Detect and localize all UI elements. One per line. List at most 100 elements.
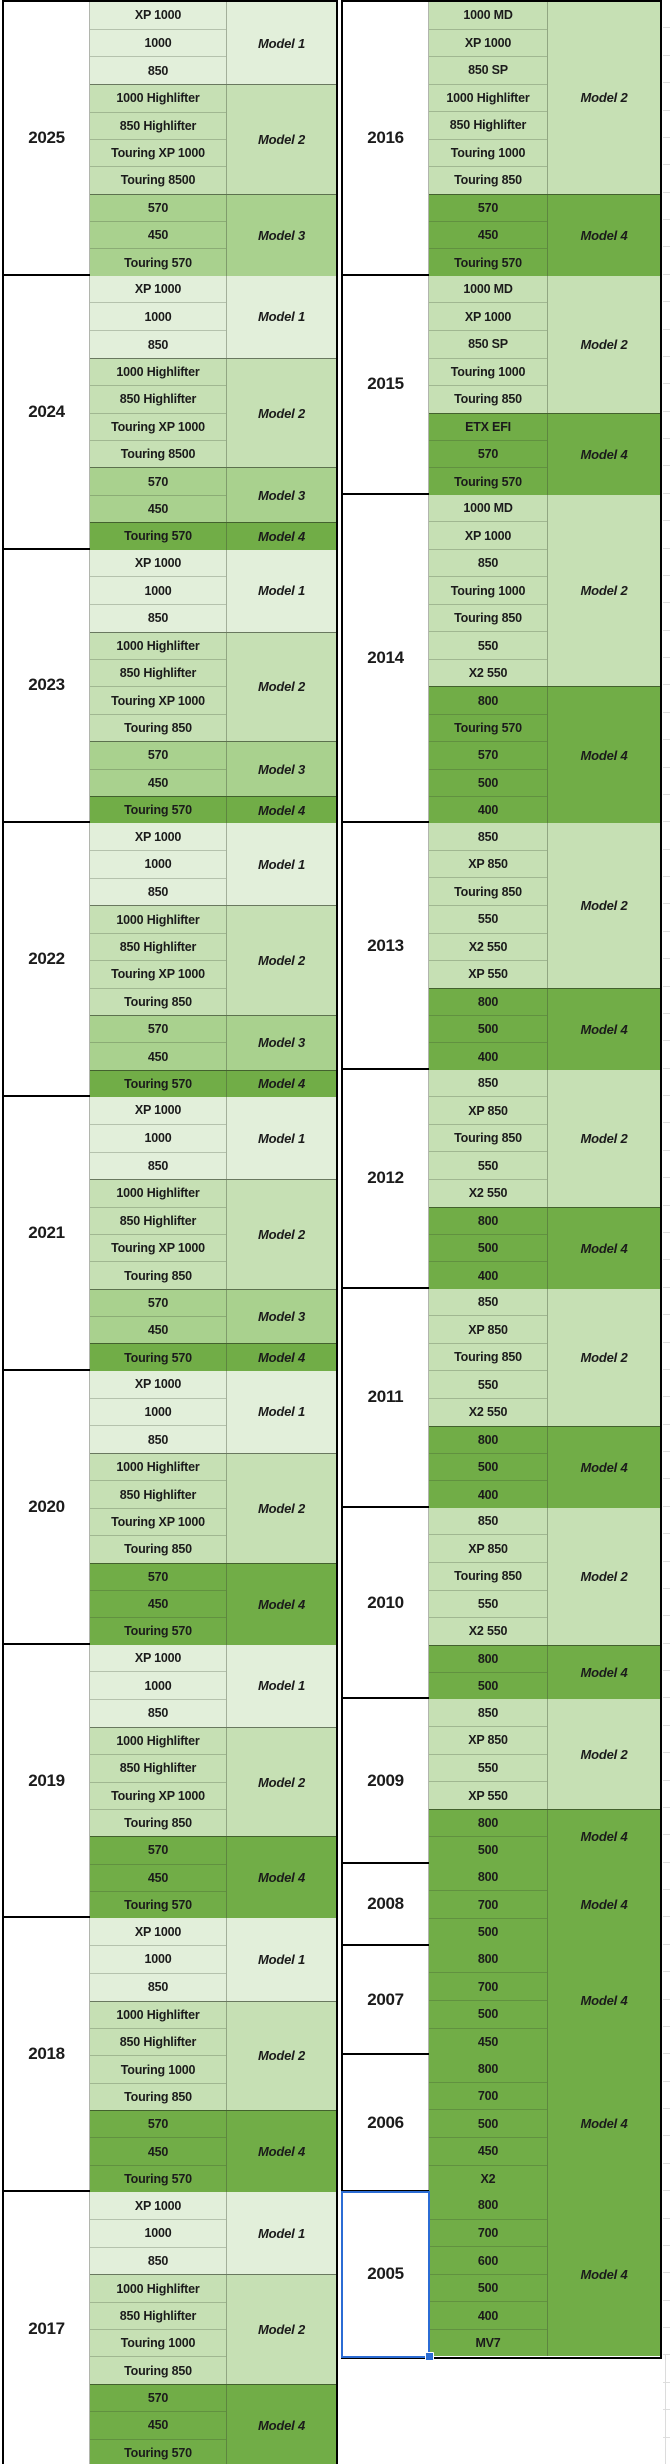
- model-cell[interactable]: Touring 850: [429, 1342, 547, 1371]
- model-cell[interactable]: 570: [429, 741, 547, 768]
- model-cell[interactable]: 570: [147, 474, 169, 489]
- model-label-cell[interactable]: Model 2: [580, 1130, 628, 1146]
- model-cell[interactable]: XP 1000: [134, 1651, 182, 1665]
- model-cell[interactable]: 570: [147, 1569, 169, 1584]
- model-label-cell[interactable]: Model 1: [258, 1952, 305, 1967]
- model-cell[interactable]: 500: [429, 1233, 547, 1261]
- model-label-cell[interactable]: Model 1: [258, 583, 305, 599]
- model-cell[interactable]: 850 Highlifter: [90, 385, 226, 412]
- model-label-cell[interactable]: Model 3: [258, 1309, 305, 1325]
- model-cell[interactable]: Touring 850: [429, 877, 547, 905]
- year-cell-2009[interactable]: 2009: [343, 1699, 429, 1862]
- model-label-cell[interactable]: Model 2: [258, 405, 305, 421]
- model-cell[interactable]: 550: [429, 904, 547, 933]
- model-label-cell[interactable]: Model 1: [258, 1130, 305, 1146]
- model-cell[interactable]: 800: [477, 2198, 499, 2213]
- model-cell[interactable]: 1000 MD: [463, 282, 513, 297]
- model-cell[interactable]: 700: [429, 1972, 547, 2000]
- model-cell[interactable]: 1000 MD: [463, 501, 513, 516]
- model-cell[interactable]: 850: [90, 1699, 226, 1727]
- model-cell[interactable]: 400: [429, 1042, 547, 1069]
- year-cell-2013[interactable]: 2013: [343, 823, 429, 1068]
- model-label-cell[interactable]: Model 1: [258, 856, 305, 872]
- model-cell[interactable]: 1000 Highlifter: [116, 1733, 200, 1748]
- model-cell[interactable]: 1000: [90, 1945, 226, 1973]
- year-cell-2023[interactable]: 2023: [4, 549, 90, 822]
- model-label-cell[interactable]: Model 2: [580, 336, 628, 352]
- model-cell[interactable]: 570: [147, 2391, 169, 2406]
- model-cell[interactable]: 850: [90, 330, 226, 358]
- model-cell[interactable]: 1000: [90, 850, 226, 878]
- model-cell[interactable]: XP 1000: [134, 8, 182, 23]
- model-cell[interactable]: 570: [147, 2117, 169, 2132]
- model-cell[interactable]: XP 550: [429, 1781, 547, 1809]
- model-cell[interactable]: XP 850: [429, 1534, 547, 1562]
- model-cell[interactable]: X2 550: [429, 932, 547, 961]
- model-cell[interactable]: 1000 Highlifter: [116, 638, 200, 653]
- model-cell[interactable]: ETX EFI: [465, 419, 511, 434]
- model-cell[interactable]: 1000: [90, 2218, 226, 2247]
- model-cell[interactable]: 600: [429, 2246, 547, 2274]
- model-cell[interactable]: 550: [429, 631, 547, 659]
- model-cell[interactable]: Touring 850: [429, 385, 547, 413]
- model-cell[interactable]: 850 Highlifter: [90, 1480, 226, 1507]
- model-cell[interactable]: 800: [477, 2061, 499, 2076]
- model-cell[interactable]: 450: [90, 2137, 226, 2164]
- model-cell[interactable]: Touring XP 1000: [90, 960, 226, 987]
- model-label-cell[interactable]: Model 2: [580, 90, 628, 106]
- model-cell[interactable]: 500: [429, 768, 547, 796]
- model-cell[interactable]: Touring 570: [124, 803, 192, 818]
- model-cell[interactable]: 400: [429, 1480, 547, 1507]
- model-label-cell[interactable]: Model 2: [580, 583, 628, 599]
- model-cell[interactable]: 700: [429, 1890, 547, 1918]
- model-label-cell[interactable]: Model 3: [258, 1035, 305, 1051]
- year-cell-2008[interactable]: 2008: [343, 1863, 429, 1944]
- year-cell-2016[interactable]: 2016: [343, 2, 429, 274]
- year-cell-2006[interactable]: 2006: [343, 2055, 429, 2191]
- model-label-cell[interactable]: Model 1: [258, 35, 305, 51]
- year-cell-2011[interactable]: 2011: [343, 1288, 429, 1506]
- model-cell[interactable]: 850 Highlifter: [90, 2027, 226, 2055]
- year-cell-2015[interactable]: 2015: [343, 275, 429, 493]
- model-cell[interactable]: 850: [477, 1514, 499, 1529]
- model-cell[interactable]: 500: [429, 2273, 547, 2302]
- model-cell[interactable]: 800: [477, 994, 499, 1009]
- model-cell[interactable]: 500: [429, 1014, 547, 1042]
- model-cell[interactable]: 550: [429, 1151, 547, 1179]
- year-cell-2021[interactable]: 2021: [4, 1097, 90, 1369]
- model-cell[interactable]: 850 Highlifter: [90, 1206, 226, 1234]
- model-label-cell[interactable]: Model 4: [580, 747, 628, 763]
- model-label-cell[interactable]: Model 4: [258, 1596, 305, 1612]
- model-label-cell[interactable]: Model 4: [258, 2417, 305, 2433]
- model-label-cell[interactable]: Model 1: [258, 309, 305, 325]
- model-cell[interactable]: 1000 MD: [463, 8, 513, 23]
- model-cell[interactable]: Touring 570: [124, 529, 192, 544]
- model-cell[interactable]: 1000: [90, 302, 226, 330]
- model-cell[interactable]: 1000: [90, 1123, 226, 1152]
- year-cell-2007[interactable]: 2007: [343, 1945, 429, 2054]
- model-cell[interactable]: XP 1000: [134, 1924, 182, 1939]
- model-label-cell[interactable]: Model 1: [258, 1404, 305, 1420]
- model-cell[interactable]: 800: [477, 1213, 499, 1228]
- model-cell[interactable]: 1000 Highlifter: [116, 1186, 200, 1201]
- model-label-cell[interactable]: Model 4: [580, 1897, 628, 1913]
- model-cell[interactable]: 500: [429, 1918, 547, 1946]
- model-cell[interactable]: Touring XP 1000: [90, 1507, 226, 1535]
- model-cell[interactable]: 550: [429, 1370, 547, 1398]
- model-cell[interactable]: 850: [90, 2246, 226, 2275]
- model-cell[interactable]: 1000 Highlifter: [116, 2007, 200, 2022]
- model-cell[interactable]: 450: [429, 221, 547, 248]
- model-cell[interactable]: MV7: [429, 2328, 547, 2357]
- model-cell[interactable]: Touring 850: [429, 1561, 547, 1590]
- model-cell[interactable]: Touring 8500: [90, 166, 226, 193]
- fill-handle[interactable]: [425, 2351, 434, 2361]
- model-label-cell[interactable]: Model 4: [258, 802, 305, 818]
- year-cell-2020[interactable]: 2020: [4, 1370, 90, 1643]
- model-cell[interactable]: Touring 1000: [90, 2329, 226, 2356]
- model-cell[interactable]: 800: [477, 1816, 499, 1831]
- model-label-cell[interactable]: Model 3: [258, 227, 305, 243]
- model-cell[interactable]: 800: [477, 1651, 499, 1666]
- model-cell[interactable]: 1000 Highlifter: [116, 365, 200, 380]
- year-cell-2017[interactable]: 2017: [4, 2192, 90, 2464]
- model-cell[interactable]: 850: [477, 1076, 499, 1090]
